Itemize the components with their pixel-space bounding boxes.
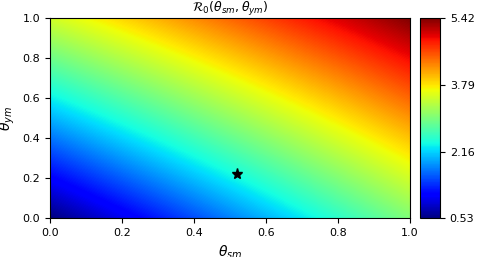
X-axis label: $\theta_{sm}$: $\theta_{sm}$: [218, 244, 242, 257]
Title: $\mathcal{R}_0(\theta_{sm}, \theta_{ym})$: $\mathcal{R}_0(\theta_{sm}, \theta_{ym})…: [192, 0, 268, 18]
Y-axis label: $\theta_{ym}$: $\theta_{ym}$: [0, 106, 17, 131]
